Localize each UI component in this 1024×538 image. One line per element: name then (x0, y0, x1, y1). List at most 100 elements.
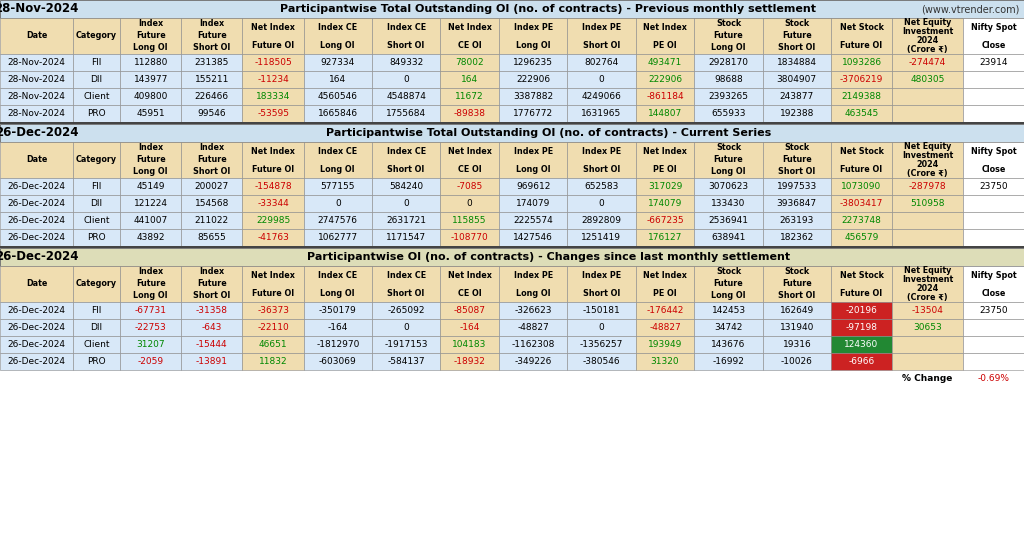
Text: 143676: 143676 (712, 340, 745, 349)
Text: Short OI: Short OI (194, 292, 230, 301)
Bar (440, 18, 499, 54)
Text: Index CE: Index CE (318, 23, 357, 32)
Text: Short OI: Short OI (583, 165, 621, 173)
Bar (372, 105, 440, 122)
Bar (763, 105, 830, 122)
Bar (120, 353, 181, 370)
Text: 182362: 182362 (779, 233, 814, 242)
Bar (499, 88, 567, 105)
Text: Index CE: Index CE (386, 146, 426, 155)
Bar (567, 54, 636, 71)
Text: Future: Future (197, 280, 226, 288)
Text: Nifty Spot: Nifty Spot (971, 23, 1016, 32)
Bar (694, 212, 763, 229)
Bar (372, 319, 440, 336)
Bar (567, 336, 636, 353)
Text: 441007: 441007 (133, 216, 168, 225)
Text: Nifty Spot: Nifty Spot (971, 271, 1016, 280)
Bar (499, 195, 567, 212)
Bar (830, 88, 892, 105)
Bar (181, 266, 243, 302)
Text: 11672: 11672 (456, 92, 484, 101)
Text: -2059: -2059 (137, 357, 164, 366)
Bar (963, 71, 1024, 88)
Text: 652583: 652583 (585, 182, 618, 191)
Text: 131940: 131940 (779, 323, 814, 332)
Bar (181, 105, 243, 122)
Bar (830, 54, 892, 71)
Text: 98688: 98688 (714, 75, 743, 84)
Text: 99546: 99546 (198, 109, 226, 118)
Text: Index CE: Index CE (386, 271, 426, 280)
Bar (763, 319, 830, 336)
Text: (www.vtrender.com): (www.vtrender.com) (922, 4, 1020, 14)
Text: Stock: Stock (716, 267, 741, 277)
Bar (120, 319, 181, 336)
Text: 154568: 154568 (195, 199, 229, 208)
Text: Index: Index (138, 19, 163, 29)
Text: -584137: -584137 (387, 357, 425, 366)
Bar (181, 178, 243, 195)
Bar (892, 195, 963, 212)
Bar (120, 142, 181, 178)
Bar (830, 142, 892, 178)
Text: 0: 0 (403, 323, 409, 332)
Bar (73, 88, 120, 105)
Bar (440, 266, 499, 302)
Bar (372, 266, 440, 302)
Text: -89838: -89838 (454, 109, 485, 118)
Text: 577155: 577155 (321, 182, 355, 191)
Bar (892, 18, 963, 54)
Bar (763, 229, 830, 246)
Bar (181, 302, 243, 319)
Bar (243, 105, 304, 122)
Bar (120, 178, 181, 195)
Text: 23914: 23914 (979, 58, 1008, 67)
Bar (830, 71, 892, 88)
Bar (763, 266, 830, 302)
Text: Long OI: Long OI (133, 292, 168, 301)
Bar (636, 302, 694, 319)
Text: -150181: -150181 (583, 306, 621, 315)
Bar (440, 195, 499, 212)
Bar (0, 178, 73, 195)
Text: 317029: 317029 (648, 182, 682, 191)
Bar (181, 88, 243, 105)
Bar (440, 353, 499, 370)
Text: Investment: Investment (902, 151, 953, 160)
Text: -33344: -33344 (257, 199, 289, 208)
Bar (243, 178, 304, 195)
Text: CE OI: CE OI (458, 288, 481, 298)
Bar (73, 18, 120, 54)
Bar (73, 302, 120, 319)
Bar (963, 353, 1024, 370)
Text: -85087: -85087 (454, 306, 485, 315)
Text: 176127: 176127 (648, 233, 682, 242)
Text: 28-Nov-2024: 28-Nov-2024 (7, 92, 66, 101)
Text: 0: 0 (599, 199, 604, 208)
Bar (763, 88, 830, 105)
Bar (243, 212, 304, 229)
Bar (120, 212, 181, 229)
Text: 23750: 23750 (979, 306, 1008, 315)
Text: Future OI: Future OI (252, 165, 294, 173)
Text: -13891: -13891 (196, 357, 228, 366)
Text: 162649: 162649 (779, 306, 814, 315)
Text: 969612: 969612 (516, 182, 550, 191)
Bar (763, 18, 830, 54)
Bar (892, 266, 963, 302)
Text: -861184: -861184 (646, 92, 684, 101)
Text: Close: Close (981, 40, 1006, 49)
Bar (830, 195, 892, 212)
Bar (181, 353, 243, 370)
Bar (892, 212, 963, 229)
Text: -603069: -603069 (318, 357, 356, 366)
Bar (120, 195, 181, 212)
Bar (372, 54, 440, 71)
Bar (499, 212, 567, 229)
Text: Short OI: Short OI (778, 44, 815, 53)
Text: 1296235: 1296235 (513, 58, 553, 67)
Text: 243877: 243877 (779, 92, 814, 101)
Bar (0, 266, 73, 302)
Text: -3803417: -3803417 (840, 199, 884, 208)
